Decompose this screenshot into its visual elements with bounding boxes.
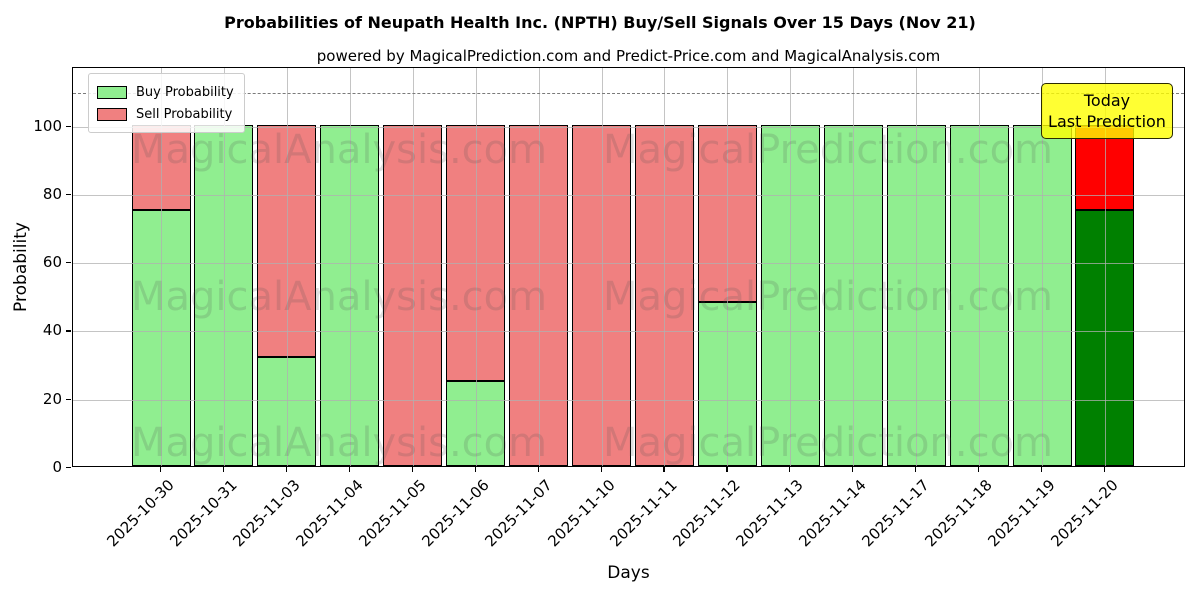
v-gridline bbox=[790, 68, 792, 466]
y-tick-mark bbox=[66, 330, 71, 332]
h-gridline bbox=[73, 263, 1184, 265]
v-gridline bbox=[286, 68, 288, 466]
today-annotation-line2: Last Prediction bbox=[1048, 112, 1166, 131]
y-tick-label: 0 bbox=[52, 458, 62, 476]
v-gridline bbox=[601, 68, 603, 466]
y-tick-label: 80 bbox=[42, 184, 62, 203]
x-tick-mark bbox=[222, 467, 225, 472]
v-gridline bbox=[979, 68, 981, 466]
x-tick-mark bbox=[852, 467, 854, 472]
x-tick-mark bbox=[285, 467, 288, 472]
y-tick-label: 60 bbox=[42, 253, 62, 272]
watermark-text: MagicalAnalysis.com bbox=[131, 127, 548, 173]
sell-swatch-icon bbox=[97, 107, 127, 121]
v-gridline bbox=[349, 68, 351, 466]
v-gridline bbox=[916, 68, 918, 466]
x-tick-mark bbox=[600, 467, 602, 472]
x-tick-mark bbox=[915, 467, 917, 472]
x-tick-mark bbox=[537, 467, 539, 472]
today-annotation-line1: Today bbox=[1083, 91, 1131, 110]
v-gridline bbox=[664, 68, 666, 466]
watermark-text: MagicalPrediction.com bbox=[603, 420, 1053, 466]
v-gridline bbox=[475, 68, 477, 466]
watermark-text: MagicalAnalysis.com bbox=[131, 274, 548, 320]
chart-subtitle: powered by MagicalPrediction.com and Pre… bbox=[316, 47, 941, 65]
x-tick-mark bbox=[1103, 467, 1106, 472]
h-gridline bbox=[73, 194, 1184, 196]
v-gridline bbox=[538, 68, 540, 466]
v-gridline bbox=[727, 68, 729, 466]
chart-title: Probabilities of Neupath Health Inc. (NP… bbox=[224, 13, 976, 32]
x-tick-mark bbox=[411, 467, 413, 472]
y-tick-mark bbox=[66, 193, 71, 196]
watermark-text: MagicalPrediction.com bbox=[603, 127, 1053, 173]
h-gridline bbox=[73, 331, 1184, 333]
y-tick-mark bbox=[66, 398, 71, 400]
x-tick-mark bbox=[474, 467, 476, 472]
watermark-text: MagicalPrediction.com bbox=[603, 274, 1053, 320]
plot-area: MagicalAnalysis.com MagicalPrediction.com… bbox=[72, 67, 1185, 467]
threshold-dashed-line bbox=[73, 92, 1184, 94]
legend-label-sell: Sell Probability bbox=[136, 106, 233, 122]
legend: Buy Probability Sell Probability bbox=[88, 73, 245, 133]
legend-item-sell: Sell Probability bbox=[97, 103, 234, 125]
y-tick-mark bbox=[66, 467, 71, 469]
y-tick-label: 40 bbox=[42, 321, 62, 340]
y-tick-label: 100 bbox=[33, 116, 62, 135]
v-gridline bbox=[223, 68, 225, 466]
x-tick-mark bbox=[726, 467, 728, 472]
v-gridline bbox=[853, 68, 855, 466]
today-annotation: Today Last Prediction bbox=[1041, 83, 1173, 139]
legend-item-buy: Buy Probability bbox=[97, 81, 234, 103]
y-tick-mark bbox=[66, 125, 71, 127]
x-tick-mark bbox=[1041, 467, 1043, 472]
v-gridline bbox=[1104, 68, 1106, 466]
v-gridline bbox=[161, 68, 162, 466]
h-gridline bbox=[73, 399, 1184, 401]
grid-layer bbox=[73, 68, 1184, 466]
x-axis-label: Days bbox=[607, 563, 650, 583]
watermark-layer: MagicalAnalysis.com MagicalPrediction.com… bbox=[73, 68, 1184, 466]
h-gridline bbox=[73, 126, 1184, 128]
x-tick-mark bbox=[978, 467, 980, 472]
x-tick-mark bbox=[160, 467, 162, 472]
v-gridline bbox=[1042, 68, 1044, 466]
y-tick-mark bbox=[66, 262, 71, 264]
y-tick-label: 20 bbox=[42, 389, 62, 408]
legend-label-buy: Buy Probability bbox=[136, 84, 234, 100]
x-tick-mark bbox=[663, 467, 665, 472]
buy-swatch-icon bbox=[97, 85, 127, 99]
x-tick-mark bbox=[789, 467, 791, 472]
watermark-text: MagicalAnalysis.com bbox=[131, 420, 548, 466]
x-tick-mark bbox=[348, 467, 350, 472]
v-gridline bbox=[412, 68, 414, 466]
